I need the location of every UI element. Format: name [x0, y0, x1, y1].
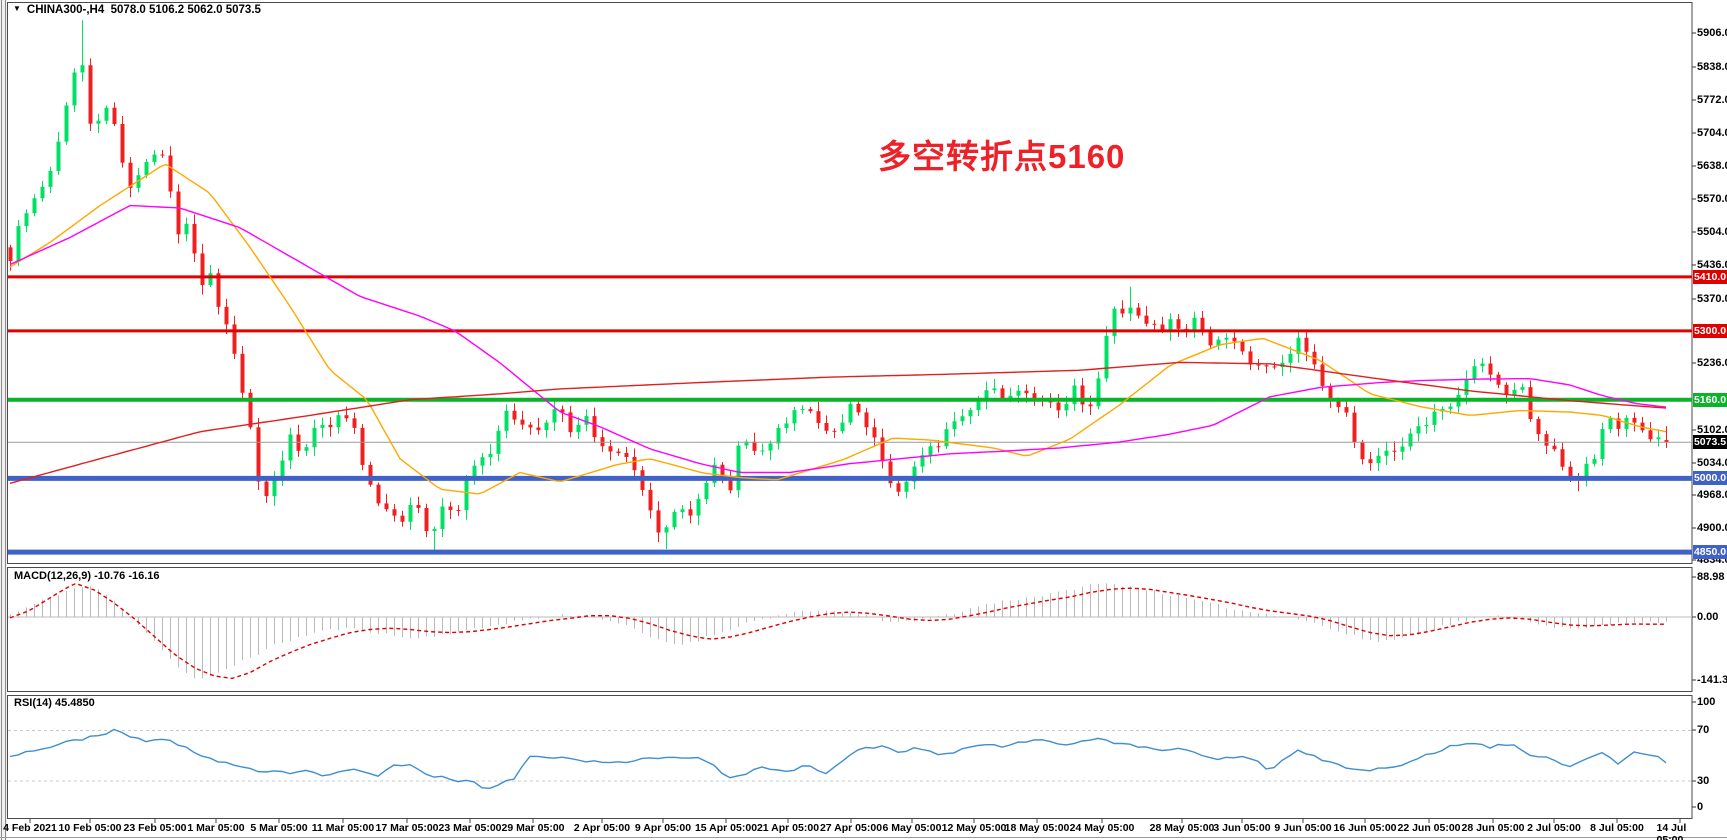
- date-tick: 2 Apr 05:00: [573, 822, 631, 834]
- ma-slow-red: [9, 361, 1667, 484]
- price-badge-5410.0: 5410.0: [1693, 269, 1727, 284]
- macd-tick: 88.98: [1697, 571, 1725, 583]
- price-badge-5073.5: 5073.5: [1693, 435, 1727, 450]
- symbol-period-label: CHINA300-,H4: [26, 4, 105, 16]
- date-tick: 3 Jun 05:00: [1213, 822, 1271, 834]
- price-tick: 5638.0: [1697, 160, 1727, 172]
- price-tick: 5772.0: [1697, 94, 1727, 106]
- price-tick: 5704.0: [1697, 127, 1727, 139]
- price-tick: 5102.0: [1697, 424, 1727, 436]
- ohlc-values: 5078.0 5106.2 5062.0 5073.5: [110, 4, 261, 16]
- date-tick: 18 May 05:00: [1004, 822, 1070, 834]
- price-tick: 4968.0: [1697, 489, 1727, 501]
- date-tick: 4 Feb 2021: [3, 822, 57, 834]
- price-tick: 5906.0: [1697, 27, 1727, 39]
- rsi-tick: 70: [1697, 724, 1710, 736]
- date-tick: 11 Mar 05:00: [311, 822, 375, 834]
- date-tick: 21 Apr 05:00: [756, 822, 820, 834]
- date-tick: 1 Mar 05:00: [187, 822, 245, 834]
- macd-indicator-label: MACD(12,26,9) -10.76 -16.16: [14, 570, 160, 582]
- price-badge-5000.0: 5000.0: [1693, 471, 1727, 486]
- date-tick: 15 Apr 05:00: [694, 822, 758, 834]
- date-tick: 9 Apr 05:00: [634, 822, 692, 834]
- date-tick: 27 Apr 05:00: [819, 822, 883, 834]
- date-tick: 23 Mar 05:00: [438, 822, 502, 834]
- date-tick: 28 Jun 05:00: [1461, 822, 1525, 834]
- macd-tick: 0.00: [1697, 611, 1719, 623]
- rsi-series: [8, 728, 1692, 790]
- price-tick: 5838.0: [1697, 61, 1727, 73]
- date-tick: 24 May 05:00: [1069, 822, 1135, 834]
- date-tick: 16 Jun 05:00: [1333, 822, 1397, 834]
- date-tick: 12 May 05:00: [941, 822, 1007, 834]
- date-tick: 14 Jul 05:00: [1656, 822, 1687, 840]
- ma-mid-magenta: [9, 204, 1667, 474]
- date-tick: 29 Mar 05:00: [501, 822, 565, 834]
- macd-signal-line: [9, 582, 1666, 680]
- rsi-tick: 0: [1697, 801, 1704, 813]
- price-tick: 5436.0: [1697, 259, 1727, 271]
- rsi-tick: 30: [1697, 775, 1710, 787]
- price-tick: 5370.0: [1697, 293, 1727, 305]
- date-tick: 23 Feb 05:00: [123, 822, 187, 834]
- date-tick: 22 Jun 05:00: [1397, 822, 1461, 834]
- price-tick: 5034.0: [1697, 457, 1727, 469]
- macd-series: [8, 582, 1692, 680]
- date-tick: 6 May 05:00: [882, 822, 942, 834]
- price-badge-4850.0: 4850.0: [1693, 545, 1727, 560]
- date-tick: 2 Jul 05:00: [1527, 822, 1581, 834]
- price-badge-5300.0: 5300.0: [1693, 323, 1727, 338]
- macd-tick: -141.39: [1697, 674, 1727, 686]
- rsi-line: [9, 728, 1667, 790]
- price-tick: 4900.0: [1697, 522, 1727, 534]
- date-tick: 17 Mar 05:00: [375, 822, 439, 834]
- annotation-text: 多空转折点5160: [878, 138, 1126, 175]
- date-tick: 8 Jul 05:00: [1590, 822, 1644, 834]
- candlestick-series: [8, 20, 1692, 555]
- chart-title: ▼ CHINA300-,H4 5078.0 5106.2 5062.0 5073.…: [13, 4, 261, 16]
- price-tick: 5570.0: [1697, 193, 1727, 205]
- date-tick: 28 May 05:00: [1149, 822, 1215, 834]
- price-tick: 5236.0: [1697, 357, 1727, 369]
- rsi-indicator-label: RSI(14) 45.4850: [14, 697, 95, 709]
- date-tick: 9 Jun 05:00: [1274, 822, 1332, 834]
- date-tick: 10 Feb 05:00: [58, 822, 122, 834]
- price-badge-5160.0: 5160.0: [1693, 392, 1727, 407]
- rsi-tick: 100: [1697, 696, 1716, 708]
- collapse-arrow-icon[interactable]: ▼: [13, 4, 21, 13]
- ma-fast-orange: [9, 163, 1667, 495]
- date-tick: 5 Mar 05:00: [250, 822, 308, 834]
- price-tick: 5504.0: [1697, 226, 1727, 238]
